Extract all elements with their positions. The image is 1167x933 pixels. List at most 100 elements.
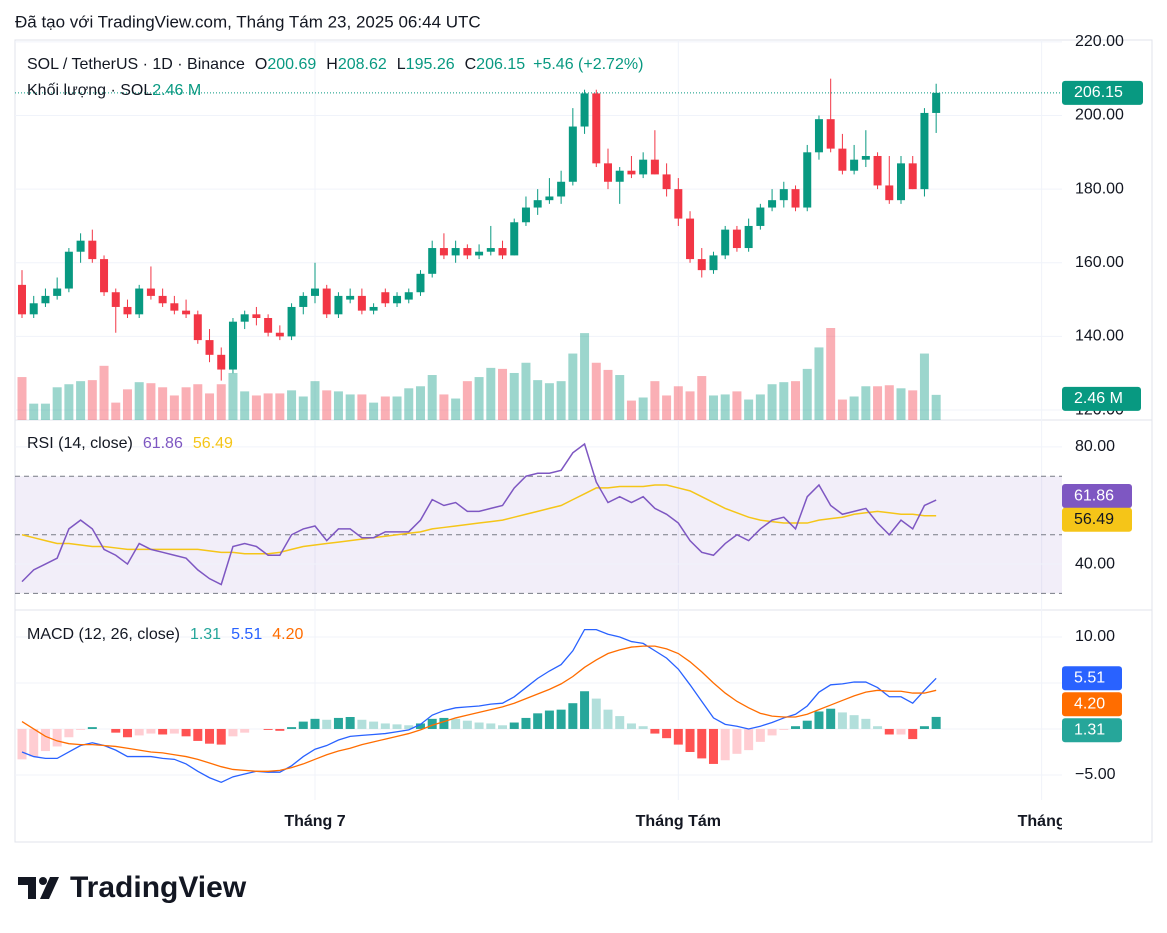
volume-bar — [158, 387, 168, 420]
candle-body — [545, 196, 554, 201]
histogram-bar — [451, 718, 461, 729]
histogram-bar — [908, 728, 918, 740]
volume-bar — [298, 396, 308, 420]
histogram-bar — [369, 721, 379, 729]
volume-bar — [76, 381, 86, 420]
brand: TradingView — [70, 871, 247, 904]
histogram-bar — [439, 717, 449, 729]
volume-bar — [837, 399, 847, 420]
volume-bar — [357, 394, 367, 420]
axis-value-label: 1.31 — [1074, 721, 1105, 738]
histogram-bar — [650, 728, 660, 734]
indicator-line — [21, 645, 937, 772]
candle-body — [111, 292, 120, 307]
candle-body — [404, 292, 413, 300]
histogram-bar — [287, 727, 297, 729]
candle-body — [29, 303, 38, 315]
histogram-bar — [791, 726, 801, 729]
histogram-bar — [509, 722, 519, 729]
volume-bar — [919, 353, 929, 420]
candle-body — [64, 251, 73, 289]
candle-body — [451, 248, 460, 256]
plot-area: Tháng 7 Tháng Tám Tháng — [15, 40, 1062, 830]
histogram-bar — [17, 728, 27, 760]
volume-bar — [556, 381, 566, 420]
candle-body — [439, 248, 448, 256]
histogram-bar — [392, 724, 402, 729]
candle-body — [498, 248, 507, 256]
histogram-bar — [415, 723, 425, 729]
volume-bar — [498, 368, 508, 420]
histogram-bar — [158, 728, 168, 735]
histogram-bar — [146, 728, 156, 734]
axis-value-box — [1062, 507, 1132, 532]
candle-body — [299, 295, 308, 307]
legend-item: 195.26 — [406, 56, 455, 73]
candle-body — [744, 225, 753, 249]
volume-bar — [181, 387, 191, 420]
candle-body — [146, 288, 155, 296]
candle-body — [814, 119, 823, 153]
volume-bar — [486, 367, 496, 420]
histogram-bar — [111, 728, 121, 733]
volume-bar — [650, 381, 660, 420]
histogram-bar — [322, 719, 332, 729]
candle-body — [908, 163, 917, 190]
histogram-bar — [169, 728, 179, 734]
candle-body — [615, 170, 624, 182]
candle-body — [322, 288, 331, 315]
volume-bar — [111, 402, 121, 420]
histogram-bar — [544, 710, 554, 729]
histogram-bar — [404, 725, 414, 729]
volume-bar — [685, 391, 695, 420]
candle-body — [475, 251, 484, 256]
volume-bar — [591, 362, 601, 420]
candle-body — [76, 240, 85, 252]
legend-item: 208.62 — [338, 56, 387, 73]
indicator-line — [21, 484, 937, 555]
candle-body — [697, 259, 706, 271]
volume-bar — [779, 382, 789, 420]
histogram-bar — [275, 728, 285, 731]
x-tick-label: Tháng 7 — [284, 813, 345, 830]
volume-bar — [896, 388, 906, 420]
legend-item: 61.86 — [143, 435, 183, 452]
volume-bar — [638, 397, 648, 420]
candle-body — [721, 229, 730, 256]
volume-bar — [333, 391, 343, 420]
histogram-bar — [205, 728, 215, 744]
histogram-bar — [779, 728, 789, 730]
histogram-bar — [568, 703, 578, 729]
histogram-bar — [486, 723, 496, 729]
candle-body — [311, 288, 319, 296]
volume-bar — [533, 380, 543, 420]
volume-bar — [322, 390, 332, 420]
volume-bar — [802, 368, 812, 420]
volume-bar — [99, 365, 109, 420]
volume-bar — [169, 395, 179, 420]
candle-body — [100, 259, 109, 293]
volume-bar — [615, 375, 625, 420]
histogram-bar — [615, 716, 625, 729]
y-tick-label: 80.00 — [1075, 438, 1115, 455]
candle-body — [639, 159, 648, 175]
histogram-bar — [931, 716, 941, 729]
volume-bar — [287, 390, 297, 420]
histogram-bar — [697, 728, 707, 759]
candle-body — [557, 181, 566, 197]
candle-body — [18, 284, 26, 315]
histogram-bar — [76, 728, 86, 730]
histogram-bar — [556, 709, 566, 729]
x-tick-label: Tháng Tám — [636, 813, 721, 830]
volume-bar — [791, 381, 801, 420]
candle-body — [627, 170, 636, 175]
histogram-bar — [134, 728, 144, 736]
candle-body — [756, 207, 765, 226]
axis-value-box — [1062, 666, 1122, 691]
legend: MACD (12, 26, close) 1.31 5.51 4.20 — [27, 626, 303, 643]
axis-value-label: 206.15 — [1074, 84, 1123, 101]
y-tick-label: 10.00 — [1075, 628, 1115, 645]
candle-body — [803, 152, 812, 208]
volume-bar — [240, 391, 250, 420]
candle-body — [182, 310, 191, 315]
